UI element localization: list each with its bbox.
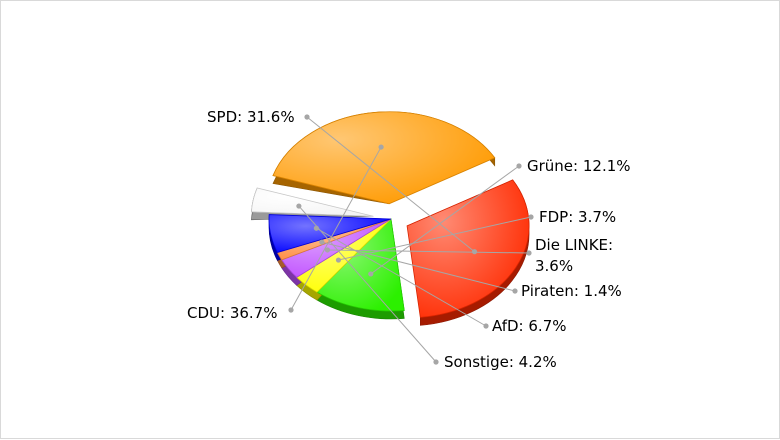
label-afd: AfD: 6.7% <box>492 317 567 335</box>
label-cdu: CDU: 36.7% <box>187 304 277 322</box>
leader-dot-sonstige <box>296 203 302 209</box>
leader-end-fdp <box>528 214 534 220</box>
label-die-linke: Die LINKE: 3.6% <box>535 236 618 275</box>
slice-sonstige <box>251 187 374 217</box>
leader-end-gruene <box>516 163 522 169</box>
slice-gruene <box>316 218 405 312</box>
leader-line-gruene <box>370 165 520 275</box>
leader-end-spd <box>304 114 310 120</box>
label-fdp: FDP: 3.7% <box>539 208 616 226</box>
leader-end-piraten <box>512 288 518 294</box>
leader-end-sonstige <box>433 359 439 365</box>
label-spd: SPD: 31.6% <box>207 108 295 126</box>
leader-line-afd <box>316 227 487 327</box>
leader-line-die-linke <box>327 249 530 254</box>
slice-afd <box>268 214 392 253</box>
label-piraten: Piraten: 1.4% <box>521 282 622 300</box>
leader-end-die-linke <box>526 250 532 256</box>
slice-cdu <box>272 111 496 205</box>
label-die-linke-line2: 3.6% <box>535 257 573 275</box>
leader-end-cdu <box>288 307 294 313</box>
leader-end-afd <box>483 323 489 329</box>
leader-dot-gruene <box>368 271 374 277</box>
leader-dot-die-linke <box>324 247 331 253</box>
leader-line-fdp <box>338 216 532 261</box>
leader-dot-piraten <box>319 239 325 245</box>
leader-dot-fdp <box>335 257 342 263</box>
label-die-linke-line1: Die LINKE: <box>535 236 613 254</box>
leader-dot-cdu <box>378 144 384 150</box>
leader-line-cdu <box>290 146 382 311</box>
slice-spd <box>406 179 530 318</box>
slice-labels: SPD: 31.6% Grüne: 12.1% FDP: 3.7% Die LI… <box>187 108 631 371</box>
label-sonstige: Sonstige: 4.2% <box>444 353 557 371</box>
leader-line-sonstige <box>298 205 437 363</box>
leader-line-spd <box>306 116 475 253</box>
leader-lines <box>288 114 534 365</box>
label-gruene: Grüne: 12.1% <box>527 157 631 175</box>
